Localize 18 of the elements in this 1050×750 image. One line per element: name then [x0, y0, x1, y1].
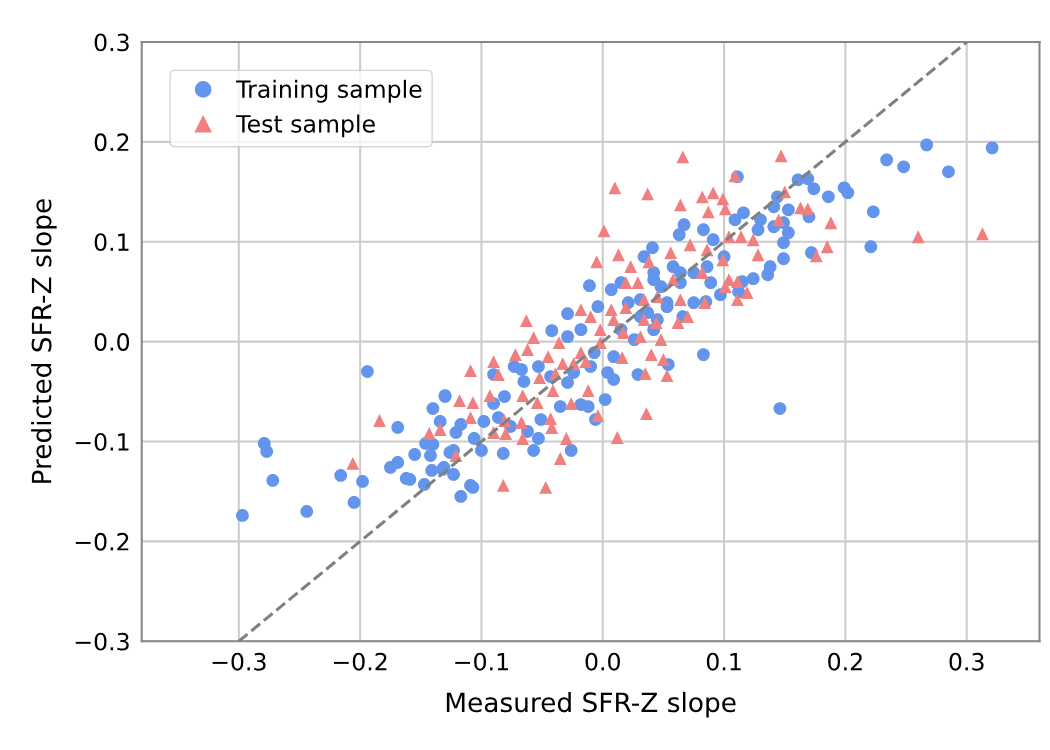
y-tick-label: −0.2	[75, 532, 129, 551]
y-tick-label: −0.3	[75, 632, 129, 651]
y-tick-label: 0.3	[94, 33, 129, 52]
x-tick-label: 0.0	[585, 652, 620, 671]
x-tick-label: −0.1	[455, 652, 508, 671]
x-axis-title: Measured SFR-Z slope	[446, 691, 736, 718]
y-tick-label: −0.1	[75, 432, 129, 451]
y-tick-label: 0.1	[94, 233, 129, 252]
y-tick-label: 0.0	[94, 333, 130, 351]
legend-label: Training sample	[236, 79, 422, 103]
y-tick-label: 0.2	[94, 133, 129, 152]
x-tick-label: −0.2	[333, 652, 387, 671]
x-tick-label: 0.3	[949, 652, 984, 671]
y-axis-title: Predicted SFR-Z slope	[31, 199, 57, 483]
x-tick-label: −0.3	[212, 652, 266, 671]
x-tick-label: 0.2	[828, 652, 862, 671]
legend-label: Test sample	[236, 114, 375, 138]
x-tick-label: 0.1	[706, 652, 741, 671]
